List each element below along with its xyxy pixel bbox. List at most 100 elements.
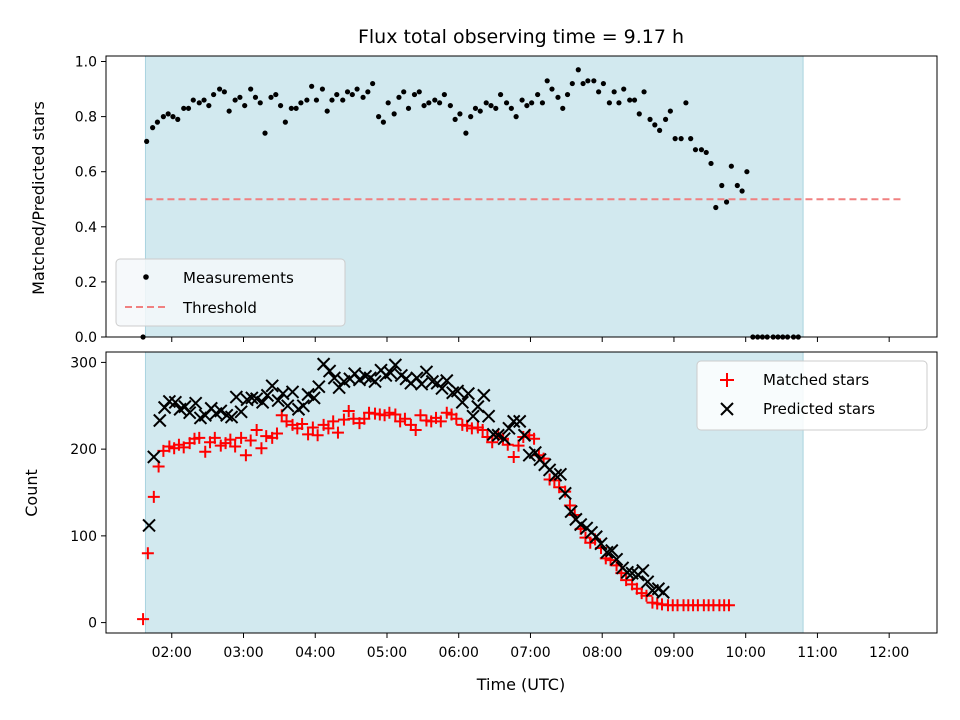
- measurement-point: [396, 94, 402, 100]
- measurement-point: [237, 94, 243, 100]
- matched-star-point: [398, 412, 411, 425]
- matched-star-point: [383, 406, 396, 419]
- measurement-points: [140, 67, 801, 340]
- ratio-plot-frame: [105, 55, 938, 338]
- measurement-point: [606, 100, 612, 106]
- time-x-tick-label: 09:00: [654, 645, 694, 661]
- time-x-tick-label: 04:00: [295, 645, 335, 661]
- ratio-y-tick-label: 1.0: [75, 55, 97, 71]
- matched-star-point: [414, 409, 427, 422]
- matched-star-point: [342, 404, 355, 417]
- ratio-panel: 0.0 0.2 0.4 0.6 0.8 1.0 Flux total observing …: [29, 26, 938, 346]
- predicted-star-point: [281, 399, 295, 413]
- count-y-axis-label: Count: [22, 469, 41, 517]
- time-x-tick-label: 07:00: [510, 645, 550, 661]
- measurement-point: [385, 100, 391, 106]
- measurement-point: [529, 100, 535, 106]
- predicted-star-point: [383, 366, 398, 380]
- predicted-star-point: [528, 445, 542, 460]
- measurement-point: [426, 100, 432, 106]
- measurement-point: [232, 97, 238, 103]
- predicted-star-point: [322, 364, 337, 378]
- predicted-star-point: [481, 409, 496, 423]
- predicted-star-point: [435, 381, 449, 396]
- predicted-star-point: [589, 530, 603, 544]
- matched-star-point: [327, 415, 340, 428]
- count-y-tick-label: 100: [70, 529, 97, 545]
- predicted-star-point: [147, 450, 161, 464]
- measurement-point: [242, 102, 248, 109]
- predicted-star-point: [491, 428, 505, 442]
- predicted-star-point: [220, 408, 234, 423]
- predicted-star-point: [640, 575, 655, 589]
- matched-star-point: [389, 408, 402, 421]
- measurement-point: [391, 111, 397, 117]
- measurement-point: [662, 116, 669, 122]
- measurement-point: [309, 83, 315, 89]
- predicted-star-point: [142, 518, 156, 533]
- measurement-point: [728, 163, 734, 169]
- time-x-tick-label: 08:00: [582, 645, 622, 661]
- measurement-point: [569, 80, 575, 87]
- predicted-star-point: [153, 413, 167, 428]
- measurement-point: [555, 94, 561, 100]
- time-x-tick-label: 02:00: [152, 645, 192, 661]
- measurement-point: [273, 91, 279, 98]
- measurement-point: [370, 80, 376, 87]
- measurement-point: [196, 100, 202, 106]
- matched-star-point: [450, 412, 463, 425]
- matched-star-point: [311, 429, 324, 442]
- count-y-axis-ticks: 0 100 200 300: [70, 355, 106, 632]
- measurement-point: [334, 91, 340, 98]
- count-legend: Matched stars Predicted stars: [696, 360, 928, 431]
- matched-star-point: [208, 431, 221, 444]
- measurement-point: [678, 136, 684, 142]
- measurement-point: [376, 114, 382, 120]
- measurement-point: [447, 102, 453, 109]
- chart-title: Flux total observing time = 9.17 h: [358, 26, 684, 48]
- ratio-y-tick-label: 0.8: [75, 110, 97, 126]
- measurement-point: [313, 97, 320, 103]
- predicted-star-point: [507, 414, 521, 429]
- measurement-point: [421, 102, 427, 109]
- predicted-star-point: [564, 504, 578, 519]
- matched-star-point: [434, 415, 447, 428]
- predicted-star-point: [414, 377, 429, 391]
- matched-star-point: [199, 445, 212, 458]
- measurement-point: [667, 108, 673, 114]
- predicted-star-point: [285, 385, 300, 399]
- predicted-star-point: [168, 395, 183, 410]
- measurement-point: [344, 89, 351, 95]
- predicted-star-point: [548, 468, 563, 482]
- predicted-star-points: [142, 357, 670, 599]
- measurement-point: [226, 108, 232, 114]
- predicted-star-point: [255, 395, 270, 410]
- measurement-point: [252, 94, 259, 100]
- measurement-point: [160, 114, 166, 120]
- measurement-point: [248, 86, 254, 92]
- measurement-point: [636, 111, 642, 117]
- measurement-point: [719, 182, 725, 189]
- predicted-star-point: [471, 399, 485, 414]
- measurement-point: [175, 116, 181, 122]
- measurement-point: [575, 67, 581, 73]
- predicted-star-point: [517, 428, 532, 442]
- measurement-point: [472, 105, 479, 111]
- measurement-point: [211, 91, 217, 98]
- measurement-point: [692, 147, 699, 153]
- measurement-legend-marker: [143, 274, 149, 280]
- matched-star-point: [559, 485, 572, 498]
- predicted-star-point: [229, 390, 244, 404]
- matched-star-point: [137, 613, 150, 626]
- predicted-star-point: [594, 536, 608, 551]
- ratio-y-tick-label: 0.0: [75, 330, 97, 346]
- predicted-star-point: [656, 585, 670, 599]
- measurement-point: [360, 94, 366, 100]
- ratio-y-tick-label: 0.2: [75, 275, 97, 291]
- measurement-point: [405, 105, 412, 111]
- ratio-legend: Measurements Threshold: [115, 258, 346, 327]
- predicted-star-point: [455, 395, 470, 410]
- measurement-point: [723, 199, 730, 205]
